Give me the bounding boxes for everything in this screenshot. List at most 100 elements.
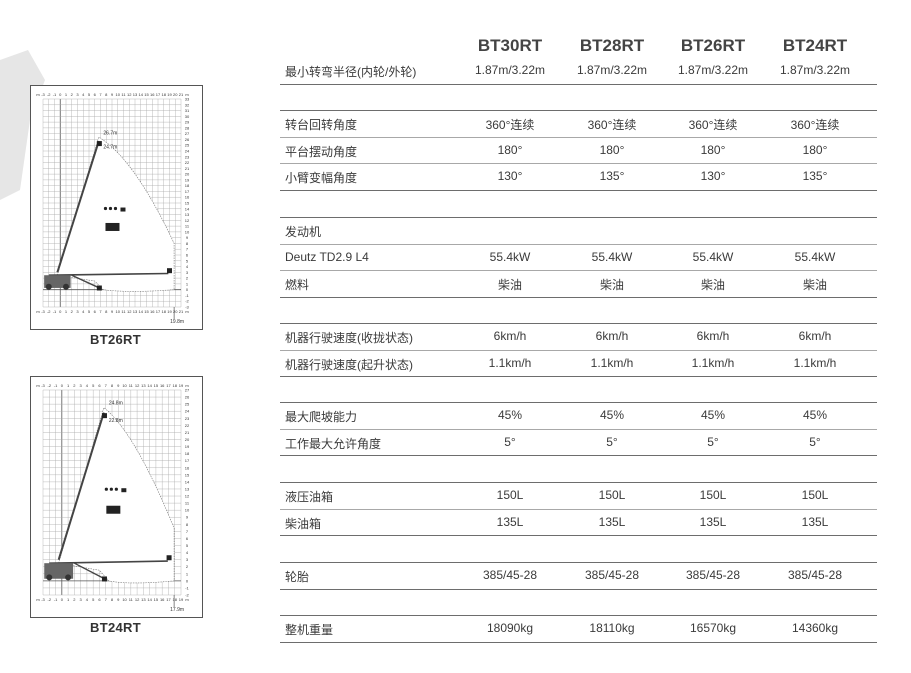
spec-value: 55.4kW [489,249,531,264]
x-tick-label: 20 [173,309,178,314]
row-divider [280,84,877,85]
x-tick-label: 1 [67,597,70,602]
spec-value: 柴油 [700,278,725,292]
spec-value: 5° [707,434,719,449]
row-divider [280,535,877,536]
x-tick-label: -2 [47,92,51,97]
row-divider [280,349,877,351]
spec-value: 6km/h [696,329,730,343]
spec-value: 360°连续 [688,118,738,132]
spec-value: 180° [497,142,523,157]
person-icon [109,487,113,491]
spec-value: 55.4kW [794,249,836,264]
spec-value: 柴油 [599,278,624,292]
x-tick-label: 21 [179,92,184,97]
x-tick-label: 5 [92,597,95,602]
y-tick-label: 21 [185,166,190,171]
row-divider [280,296,877,298]
weight-icon [105,222,120,231]
spec-value: 1.1km/h [590,355,634,370]
x-tick-label: -1 [53,92,57,97]
x-tick-label: 14 [139,309,144,314]
x-tick-label: 5 [92,383,95,388]
wheel [46,574,53,581]
platform-height-label: 24.7m [103,145,117,151]
spec-value: 135L [699,514,727,529]
x-tick-label: 5 [88,92,91,97]
spec-value: 1.87m/3.22m [779,63,851,77]
y-tick-label: 9 [186,515,189,520]
boom-lowered [71,274,100,289]
x-tick-label: 14 [147,597,152,602]
x-tick-label: 14 [139,92,144,97]
spec-label: 最大爬坡能力 [285,410,358,424]
x-tick-label: 13 [133,309,138,314]
range-chart: -3-3-2-2-1-10011223344556677889910101111… [36,92,190,325]
tool-load-icon [121,488,127,493]
x-tick-label: -1 [54,383,58,388]
x-tick-label: 10 [116,309,121,314]
wheel [45,283,52,290]
unit-label: m [185,597,189,602]
x-tick-label: 19 [167,309,172,314]
x-tick-label: 12 [135,597,140,602]
y-tick-label: 0 [186,578,189,583]
x-tick-label: 7 [99,92,102,97]
x-tick-label: 12 [127,92,132,97]
person-icon [114,487,118,491]
person-icon [104,487,108,491]
x-tick-label: 5 [88,309,91,314]
row-divider [280,641,877,643]
platform-basket-icon [96,141,102,147]
x-tick-label: 9 [111,92,114,97]
spec-value: 385/45-28 [685,568,741,582]
x-tick-label: 11 [129,383,134,388]
wheel [65,574,72,581]
x-tick-label: -3 [41,597,45,602]
y-tick-label: 15 [185,472,190,477]
x-tick-label: 6 [94,309,97,314]
bt24rt-working-range-diagram: -3 -3 -2 -2 -1 -1 0 0 1 1 2 2 3 3 4 4 5 5 6 6 7 7 8 8 9 9 10 10 11 11… [30,376,203,618]
x-tick-label: 10 [116,92,121,97]
diagram-label-bt26rt: BT26RT [90,332,141,347]
x-tick-label: 15 [154,383,159,388]
x-tick-label: 18 [173,383,178,388]
y-tick-label: 3 [186,270,189,275]
row-divider [280,270,877,271]
x-tick-label: 8 [111,383,114,388]
y-tick-label: 21 [185,430,190,435]
y-tick-label: 7 [186,247,189,252]
y-tick-label: -3 [185,305,189,310]
working-envelope [58,407,175,584]
y-tick-label: 1 [186,281,189,286]
y-tick-label: 20 [185,437,190,442]
spec-value: 1.1km/h [793,355,837,370]
y-tick-label: 24 [185,409,190,414]
y-tick-label: 14 [185,206,190,211]
x-tick-label: 11 [129,597,134,602]
x-tick-label: 8 [111,597,114,602]
y-tick-label: 2 [186,276,189,281]
x-tick-label: 2 [71,92,74,97]
group-divider [280,323,877,324]
boom-horizontal [49,560,168,564]
spec-value: 55.4kW [692,249,734,264]
tool-load-icon [120,207,126,212]
unit-label: m [185,309,189,314]
unit-label: m [36,383,40,388]
y-tick-label: 23 [185,416,190,421]
row-divider [280,163,877,164]
group-divider [280,562,877,563]
spec-value: 柴油 [802,278,827,292]
spec-value: 柴油 [497,278,522,292]
y-tick-label: 0 [186,287,189,292]
spec-value: 5° [809,434,821,449]
x-tick-label: 18 [173,597,178,602]
x-tick-label: 12 [135,383,140,388]
x-tick-label: 18 [162,309,167,314]
y-tick-label: 22 [185,423,190,428]
spec-value: 135L [598,514,626,529]
spec-value: 135° [802,169,828,183]
spec-value: 150L [699,488,727,502]
spec-value: 150L [801,488,829,502]
